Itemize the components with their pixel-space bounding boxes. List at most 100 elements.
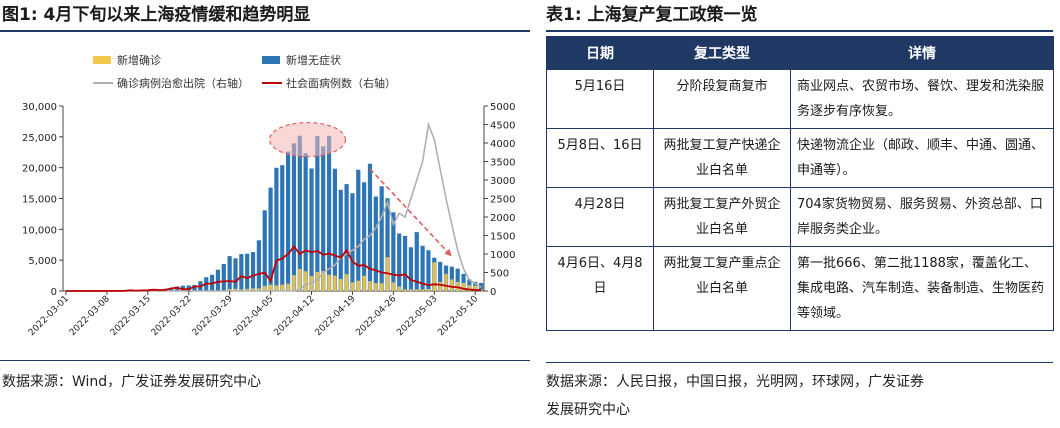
table-source-line2: 发展研究中心 — [546, 402, 630, 418]
asymptomatic-bar — [344, 184, 349, 291]
confirmed-bar — [227, 288, 232, 291]
row-detail: 第一批666、第二批1188家，覆盖化工、集成电路、汽车制造、装备制造、生物医药… — [790, 246, 1054, 331]
table-title-rule — [546, 30, 1053, 32]
asymptomatic-bar — [262, 210, 267, 291]
y-left-tick-label: 5,000 — [28, 256, 57, 267]
y-left-tick-label: 25,000 — [22, 133, 57, 144]
confirmed-bar — [344, 274, 349, 291]
table-row: 5月8日、16日 两批复工复产快递企业白名单 快递物流企业（邮政、顺丰、中通、圆… — [546, 128, 1054, 188]
confirmed-bar — [415, 289, 419, 291]
table-header-row: 日期 复工类型 详情 — [546, 36, 1054, 70]
y-left-tick-label: 0 — [51, 287, 57, 298]
y-left-tick-label: 15,000 — [22, 195, 57, 206]
confirmed-bar — [333, 275, 337, 291]
x-tick-label: 2022-03-15 — [109, 294, 153, 338]
y-right-tick-label: 0 — [490, 287, 496, 298]
legend-confirmed-swatch — [93, 56, 111, 64]
x-tick-label: 2022-03-22 — [150, 294, 194, 338]
legend-discharged-label: 确诊病例治愈出院（右轴） — [117, 76, 249, 90]
row-detail: 商业网点、农贸市场、餐饮、理发和洗染服务逐步有序恢复。 — [790, 69, 1054, 129]
y-right-tick-label: 4500 — [490, 121, 515, 132]
asymptomatic-bar — [245, 253, 250, 291]
asymptomatic-bar — [274, 167, 279, 291]
asymptomatic-bar — [186, 285, 191, 291]
asymptomatic-bar — [461, 273, 466, 291]
asymptomatic-bar — [227, 256, 232, 291]
confirmed-bar — [233, 288, 238, 291]
table-row: 4月28日 两批复工复产外贸企业白名单 704家货物贸易、服务贸易、外资总部、口… — [546, 187, 1054, 247]
asymptomatic-bar — [221, 263, 226, 291]
asymptomatic-bar — [256, 240, 261, 291]
asymptomatic-bar — [309, 168, 314, 291]
confirmed-bar — [420, 289, 425, 291]
legend-asymptomatic-swatch — [262, 56, 280, 64]
header-type: 复工类型 — [653, 36, 791, 70]
confirmed-bar — [356, 280, 361, 291]
confirmed-bar — [450, 279, 454, 291]
asymptomatic-bar — [174, 286, 180, 291]
confirmed-bar — [391, 282, 396, 291]
confirmed-bar — [362, 275, 366, 291]
row-date: 5月16日 — [546, 69, 654, 129]
x-tick-label: 2022-04-19 — [313, 294, 357, 338]
figure-source: 数据来源：Wind，广发证券发展研究中心 — [2, 374, 262, 390]
y-right-tick-label: 4000 — [490, 139, 515, 150]
x-tick-label: 2022-04-26 — [354, 294, 398, 338]
confirmed-bar — [245, 288, 249, 291]
confirmed-bar — [268, 284, 273, 291]
confirmed-bar — [292, 275, 296, 291]
asymptomatic-bar — [397, 233, 402, 291]
asymptomatic-bar — [315, 135, 320, 291]
header-date: 日期 — [546, 36, 654, 70]
x-tick-label: 2022-04-12 — [273, 294, 317, 338]
confirmed-bar — [315, 271, 320, 291]
confirmed-bar — [338, 279, 343, 291]
row-date: 4月28日 — [546, 187, 654, 247]
asymptomatic-bar — [326, 135, 332, 291]
x-tick-label: 2022-03-29 — [191, 294, 235, 338]
confirmed-bar — [461, 282, 466, 291]
confirmed-bar — [432, 262, 437, 291]
confirmed-bar — [438, 281, 442, 291]
row-type: 两批复工复产外贸企业白名单 — [653, 187, 791, 247]
x-tick-label: 2022-03-08 — [68, 294, 112, 338]
asymptomatic-bar — [356, 169, 361, 291]
y-right-tick-label: 500 — [490, 269, 509, 280]
table-row: 4月6日、4月8日 两批复工复产重点企业白名单 第一批666、第二批1188家，… — [546, 246, 1054, 331]
row-type: 两批复工复产重点企业白名单 — [653, 246, 791, 331]
y-left-tick-label: 10,000 — [22, 225, 57, 236]
x-tick-label: 2022-05-10 — [436, 294, 480, 338]
confirmed-bar — [303, 271, 308, 291]
y-right-tick-label: 3500 — [490, 158, 515, 169]
asymptomatic-bar — [402, 235, 408, 291]
figure-source-rule — [0, 360, 530, 361]
confirmed-bar — [368, 281, 372, 291]
legend-community-label: 社会面病例数（右轴） — [286, 76, 396, 90]
confirmed-bar — [403, 289, 407, 291]
asymptomatic-bar — [268, 187, 273, 291]
decline-arrow-head — [444, 248, 452, 257]
confirmed-bar — [321, 271, 325, 291]
asymptomatic-bar — [321, 146, 326, 291]
asymptomatic-bar — [233, 258, 238, 291]
table-row: 5月16日 分阶段复商复市 商业网点、农贸市场、餐饮、理发和洗染服务逐步有序恢复… — [546, 69, 1054, 129]
y-right-tick-label: 2000 — [490, 213, 515, 224]
asymptomatic-bar — [455, 268, 460, 291]
y-right-tick-label: 5000 — [490, 102, 515, 113]
confirmed-bar — [397, 286, 401, 291]
row-type: 两批复工复产快递企业白名单 — [653, 128, 791, 188]
confirmed-bar — [239, 289, 244, 291]
y-left-tick-label: 20,000 — [22, 164, 57, 175]
asymptomatic-bar — [303, 153, 308, 291]
row-detail: 快递物流企业（邮政、顺丰、中通、圆通、申通等）。 — [790, 128, 1054, 188]
asymptomatic-bar — [338, 189, 343, 291]
y-right-tick-label: 3000 — [490, 176, 515, 187]
table-source-line1: 数据来源：人民日报，中国日报，光明网，环球网，广发证券 — [546, 374, 924, 390]
confirmed-bar — [262, 285, 267, 291]
row-detail: 704家货物贸易、服务贸易、外资总部、口岸服务类企业。 — [790, 187, 1054, 247]
confirmed-bar — [409, 289, 413, 291]
asymptomatic-bar — [169, 287, 174, 291]
table-source-rule — [546, 362, 1053, 363]
asymptomatic-bar — [391, 212, 396, 291]
asymptomatic-bar — [350, 193, 355, 291]
